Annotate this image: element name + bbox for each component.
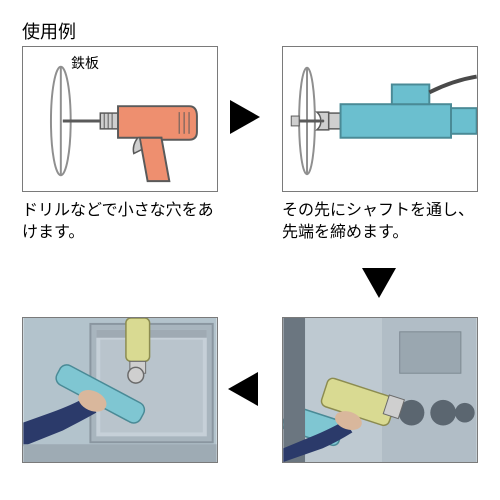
page-title: 使用例: [22, 18, 76, 44]
arrow-step2-to-step3: [362, 268, 396, 298]
caption-step1: ドリルなどで小さな穴をあけます。: [22, 200, 222, 243]
panel-step1: 鉄板: [22, 46, 218, 192]
panel-step3: [282, 317, 478, 463]
arrow-step3-to-step4: [228, 372, 258, 406]
panel-step4: [22, 317, 218, 463]
arrow-step1-to-step2: [230, 100, 260, 134]
photo-step4: [23, 318, 217, 462]
photo-step3: [283, 318, 477, 462]
label-iron-plate: 鉄板: [71, 53, 99, 73]
illustration-drill: [23, 47, 217, 191]
panel-step2: [282, 46, 478, 192]
caption-step2: その先にシャフトを通し、先端を締めます。: [282, 200, 482, 243]
illustration-punch-tool: [283, 47, 477, 191]
